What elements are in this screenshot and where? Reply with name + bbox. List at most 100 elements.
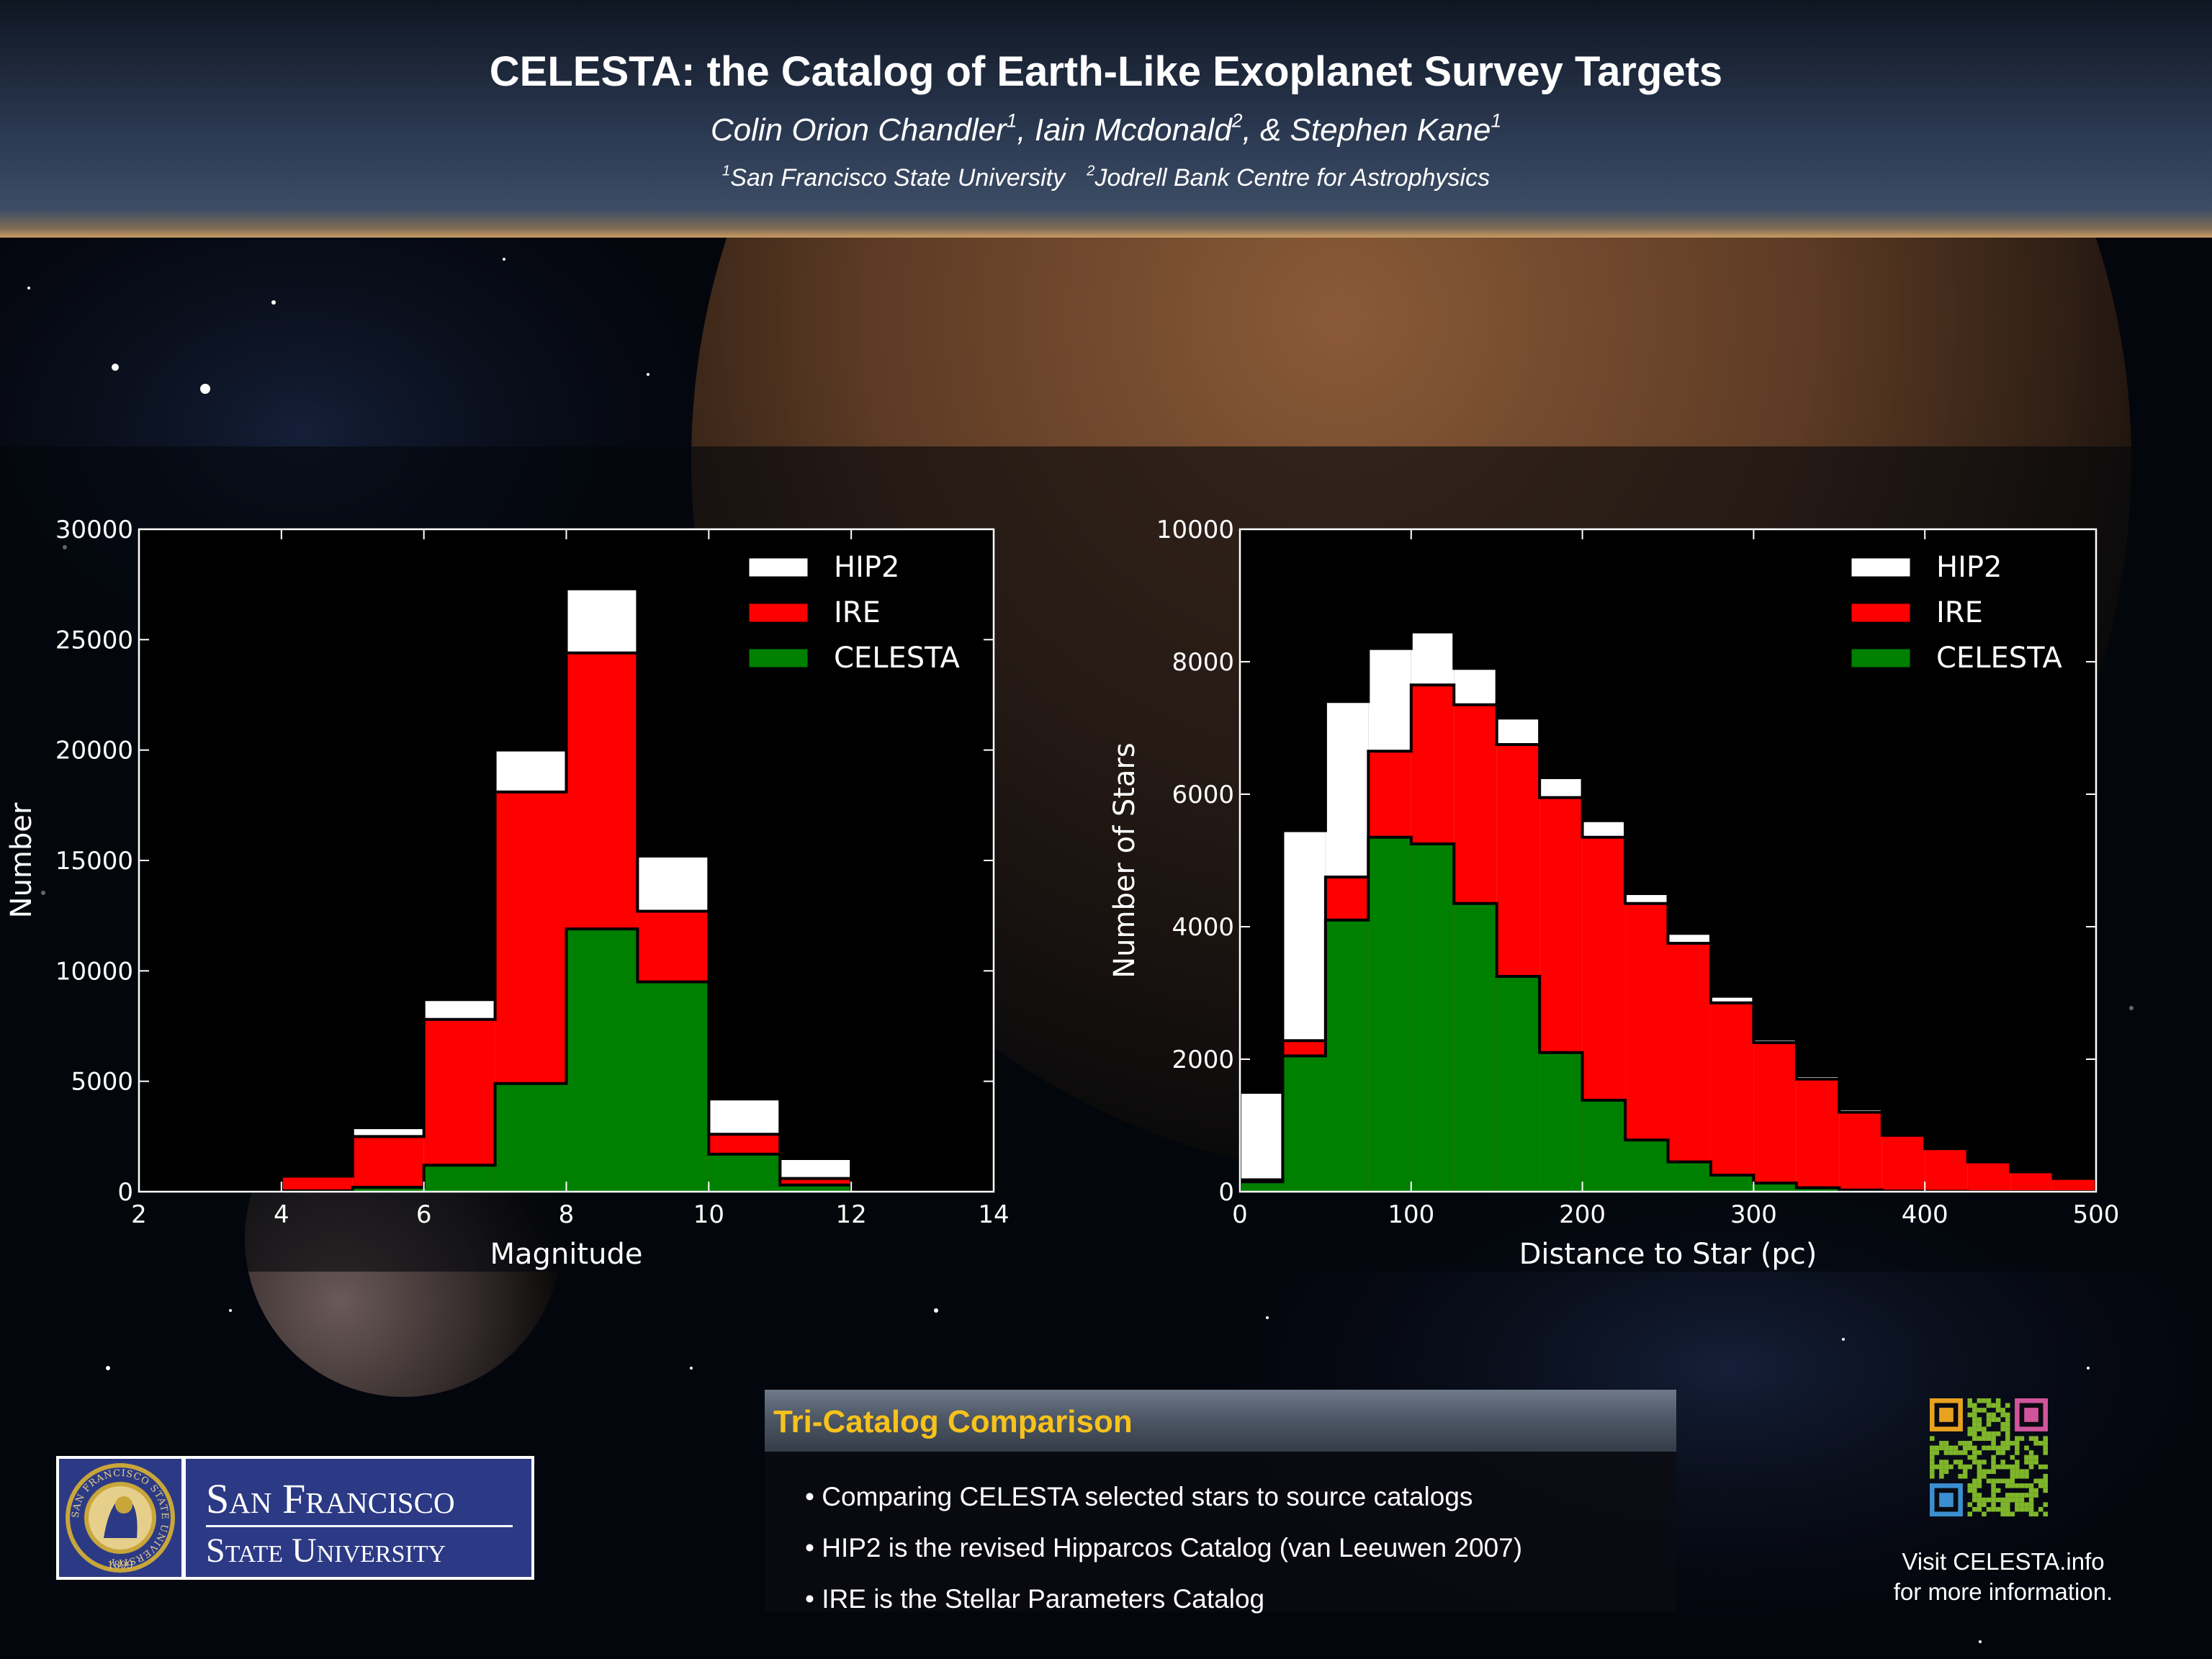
qr-module bbox=[1986, 1403, 1992, 1408]
qr-module bbox=[2028, 1506, 2034, 1512]
plot-frame bbox=[1238, 528, 2098, 1193]
bar-ire bbox=[1925, 1148, 1968, 1192]
qr-module bbox=[1982, 1445, 1987, 1451]
qr-module bbox=[1972, 1493, 1977, 1498]
qr-module bbox=[1977, 1478, 1982, 1484]
qr-module bbox=[1995, 1403, 2001, 1408]
qr-module bbox=[1995, 1478, 2001, 1484]
qr-module bbox=[2028, 1450, 2034, 1455]
qr-module bbox=[2005, 1478, 2010, 1484]
qr-module bbox=[2019, 1502, 2025, 1507]
bar-ire bbox=[1967, 1161, 2011, 1192]
qr-module bbox=[2000, 1445, 2005, 1451]
qr-module bbox=[1948, 1445, 1954, 1451]
qr-module bbox=[1967, 1455, 1973, 1460]
qr-module bbox=[1972, 1431, 1977, 1437]
qr-module bbox=[2028, 1464, 2034, 1470]
qr-module bbox=[2043, 1511, 2048, 1516]
qr-module bbox=[2024, 1455, 2029, 1460]
qr-module bbox=[2000, 1511, 2005, 1516]
bullet-item: IRE is the Stellar Parameters Catalog bbox=[805, 1583, 1522, 1634]
qr-module bbox=[1986, 1497, 1992, 1503]
qr-module bbox=[2015, 1483, 2020, 1488]
bar-celesta bbox=[1496, 976, 1540, 1192]
author-1: Colin Orion Chandler1, bbox=[710, 109, 1035, 148]
qr-module bbox=[2010, 1478, 2015, 1484]
bar-celesta bbox=[1753, 1183, 1797, 1192]
x-tick-label: 2 bbox=[131, 1200, 147, 1229]
qr-module bbox=[2015, 1441, 2020, 1446]
qr-module bbox=[2000, 1450, 2005, 1455]
qr-module bbox=[2028, 1497, 2034, 1503]
qr-module bbox=[1995, 1445, 2001, 1451]
qr-module bbox=[1958, 1450, 1963, 1455]
qr-module bbox=[2028, 1460, 2034, 1465]
logo-wordmark: San Francisco State University bbox=[186, 1459, 531, 1577]
author-2: Iain Mcdonald2, & bbox=[1034, 109, 1290, 148]
x-tick-label: 14 bbox=[978, 1200, 1009, 1229]
qr-module bbox=[1972, 1506, 1977, 1512]
qr-module bbox=[1930, 1460, 1935, 1465]
qr-module bbox=[2033, 1488, 2038, 1493]
qr-module bbox=[1972, 1421, 1977, 1427]
qr-module bbox=[1977, 1473, 1982, 1479]
qr-module bbox=[1943, 1450, 1949, 1455]
bar-celesta bbox=[1539, 1052, 1583, 1192]
qr-module bbox=[1982, 1469, 1987, 1474]
qr-module bbox=[1930, 1464, 1935, 1470]
qr-module bbox=[1930, 1473, 1935, 1479]
panel-title: Tri-Catalog Comparison bbox=[773, 1404, 1133, 1439]
x-tick-label: 4 bbox=[274, 1200, 289, 1229]
qr-module bbox=[2000, 1502, 2005, 1507]
qr-module bbox=[2010, 1441, 2015, 1446]
x-tick-label: 400 bbox=[1902, 1200, 1948, 1229]
qr-module bbox=[1962, 1469, 1968, 1474]
qr-module bbox=[1953, 1460, 1959, 1465]
visit-note: Visit CELESTA.info for more information. bbox=[1852, 1547, 2154, 1607]
qr-module bbox=[1977, 1408, 1982, 1413]
qr-module bbox=[2043, 1445, 2048, 1451]
qr-module bbox=[2019, 1483, 2025, 1488]
qr-module bbox=[1977, 1502, 1982, 1507]
qr-module bbox=[1958, 1441, 1963, 1446]
qr-module bbox=[2043, 1441, 2048, 1446]
qr-module bbox=[2028, 1488, 2034, 1493]
qr-module bbox=[2005, 1511, 2010, 1516]
bar-celesta bbox=[1710, 1175, 1754, 1192]
bar-celesta bbox=[1240, 1182, 1283, 1192]
qr-module bbox=[1977, 1436, 1982, 1442]
qr-module bbox=[1962, 1464, 1968, 1470]
qr-module bbox=[1977, 1493, 1982, 1498]
qr-module bbox=[2000, 1426, 2005, 1431]
qr-module bbox=[1943, 1469, 1949, 1474]
qr-module bbox=[2000, 1460, 2005, 1465]
qr-module bbox=[1967, 1464, 1973, 1470]
qr-module bbox=[1972, 1478, 1977, 1484]
qr-module bbox=[1958, 1473, 1963, 1479]
qr-module bbox=[2038, 1478, 2044, 1484]
qr-module bbox=[1967, 1502, 1973, 1507]
bar-celesta bbox=[1796, 1187, 1840, 1192]
x-tick-label: 10 bbox=[693, 1200, 724, 1229]
author-list: Colin Orion Chandler1, Iain Mcdonald2, &… bbox=[0, 109, 2212, 148]
qr-module bbox=[1943, 1445, 1949, 1451]
qr-module bbox=[1962, 1441, 1968, 1446]
legend: HIP2 IRE CELESTA bbox=[748, 551, 960, 675]
qr-module bbox=[1986, 1478, 1992, 1484]
qr-module bbox=[1995, 1464, 2001, 1470]
qr-module bbox=[1958, 1460, 1963, 1465]
qr-module bbox=[2015, 1469, 2020, 1474]
qr-code-icon[interactable] bbox=[1930, 1398, 2048, 1516]
qr-module bbox=[2010, 1511, 2015, 1516]
bar-celesta bbox=[423, 1165, 495, 1192]
qr-module bbox=[2028, 1436, 2034, 1442]
y-axis-label: Number bbox=[5, 802, 38, 918]
qr-module bbox=[2005, 1421, 2010, 1427]
y-axis-label: Number of Stars bbox=[1108, 742, 1141, 979]
qr-module bbox=[1991, 1445, 1996, 1451]
y-tick-label: 30000 bbox=[55, 516, 133, 544]
qr-module bbox=[1948, 1450, 1954, 1455]
qr-module bbox=[1972, 1403, 1977, 1408]
qr-module bbox=[2028, 1455, 2034, 1460]
qr-module bbox=[2019, 1497, 2025, 1503]
